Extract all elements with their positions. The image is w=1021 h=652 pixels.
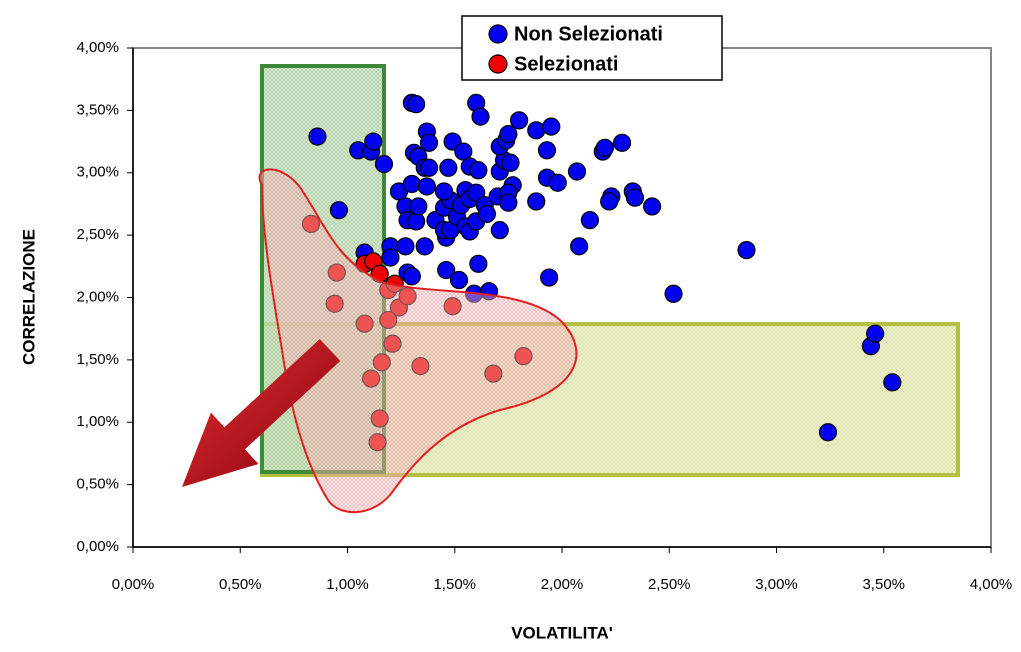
- legend-marker: [488, 24, 508, 44]
- point: [396, 237, 415, 256]
- point: [642, 197, 662, 216]
- point: [409, 197, 428, 216]
- point: [329, 201, 349, 220]
- point: [580, 211, 599, 230]
- point: [501, 153, 520, 172]
- y-tick-label: 3,50%: [76, 101, 119, 118]
- point: [490, 221, 509, 240]
- point: [664, 284, 683, 303]
- point: [537, 141, 557, 160]
- point: [540, 268, 559, 287]
- point: [381, 248, 400, 267]
- point: [417, 177, 436, 196]
- point: [477, 204, 497, 224]
- point: [402, 267, 421, 286]
- point: [595, 138, 615, 157]
- point: [469, 254, 488, 273]
- point: [612, 133, 632, 152]
- point: [374, 154, 394, 174]
- point: [469, 161, 488, 180]
- y-tick-label: 0,00%: [76, 538, 119, 555]
- point: [542, 117, 561, 136]
- point: [467, 183, 486, 202]
- x-tick-label: 1,00%: [326, 576, 369, 593]
- point: [419, 158, 439, 177]
- legend-label: Non Selezionati: [514, 23, 663, 45]
- point: [499, 124, 518, 144]
- legend-label: Selezionati: [514, 53, 618, 75]
- point: [434, 182, 454, 201]
- point: [883, 373, 902, 392]
- point: [570, 237, 589, 256]
- y-tick-label: 2,50%: [76, 226, 119, 243]
- point: [364, 132, 383, 151]
- y-tick-label: 2,00%: [76, 288, 119, 305]
- legend-marker: [488, 54, 508, 74]
- point: [625, 188, 645, 207]
- point: [737, 240, 756, 260]
- point: [437, 260, 456, 280]
- x-tick-label: 1,50%: [433, 576, 476, 593]
- point: [866, 324, 885, 343]
- y-axis-title: CORRELAZIONE: [19, 229, 38, 365]
- y-tick-label: 1,50%: [76, 351, 119, 368]
- x-tick-label: 3,00%: [755, 576, 798, 593]
- point: [415, 237, 434, 256]
- x-tick-label: 3,50%: [862, 576, 905, 593]
- point: [419, 133, 439, 152]
- point: [818, 423, 838, 442]
- point: [471, 107, 490, 126]
- points: [301, 93, 902, 452]
- point: [407, 212, 426, 231]
- y-tick-label: 1,00%: [76, 413, 119, 430]
- point: [499, 193, 518, 212]
- point: [439, 158, 458, 177]
- point: [527, 192, 546, 211]
- x-tick-label: 4,00%: [970, 576, 1013, 593]
- point: [454, 142, 473, 161]
- point: [509, 111, 529, 130]
- x-axis-title: VOLATILITA': [511, 623, 613, 642]
- x-tick-label: 2,50%: [648, 576, 691, 593]
- point: [449, 270, 469, 290]
- point: [567, 162, 587, 181]
- point: [600, 192, 619, 211]
- point: [402, 174, 421, 194]
- point: [548, 173, 567, 192]
- point: [527, 121, 546, 140]
- x-tick-label: 0,00%: [112, 576, 155, 593]
- y-tick-label: 0,50%: [76, 476, 119, 493]
- point: [407, 95, 426, 114]
- x-tick-label: 2,00%: [541, 576, 584, 593]
- point: [308, 127, 327, 146]
- arrow: [182, 339, 341, 487]
- x-tick-label: 0,50%: [219, 576, 262, 593]
- y-tick-label: 3,00%: [76, 164, 119, 181]
- y-tick-label: 4,00%: [76, 39, 119, 56]
